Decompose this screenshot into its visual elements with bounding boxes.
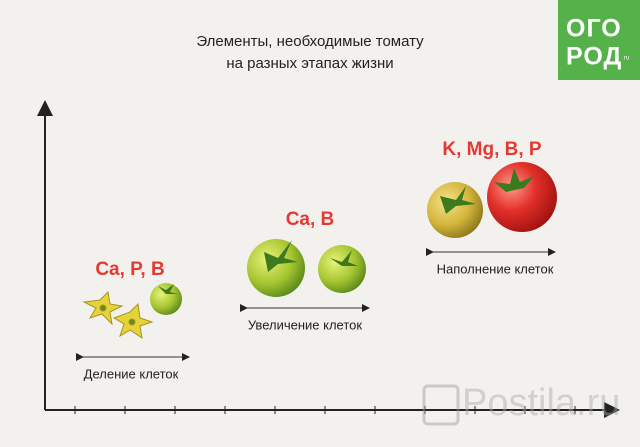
stage-label: Деление клеток [84, 366, 179, 381]
logo: ОГО РОД ru [558, 0, 640, 80]
logo-text: РОД [566, 43, 622, 71]
watermark-text: Postila.ru [462, 382, 620, 424]
tomato [247, 239, 305, 297]
title: на разных этапах жизни [226, 55, 393, 72]
title: Элементы, необходимые томату [196, 33, 424, 50]
tomato [427, 182, 483, 238]
flowers [82, 290, 154, 340]
stem [440, 186, 476, 214]
stem [494, 168, 534, 192]
stage-label: Наполнение клеток [437, 261, 554, 276]
elements-label: Ca, P, B [95, 259, 164, 280]
stage-label: Увеличение клеток [248, 317, 362, 332]
stem [330, 250, 358, 266]
tomato [318, 245, 366, 293]
logo-box [558, 0, 640, 80]
elements-label: K, Mg, B, P [442, 139, 542, 160]
logo-text: ОГО [566, 15, 622, 43]
stem [264, 240, 298, 272]
axis-ticks [74, 406, 576, 414]
stem [158, 284, 178, 294]
tomato [487, 162, 557, 232]
tomato [150, 283, 182, 315]
logo-suffix: ru [624, 56, 629, 62]
elements-label: Ca, B [286, 209, 335, 230]
watermark: Postila.ru [422, 382, 620, 426]
